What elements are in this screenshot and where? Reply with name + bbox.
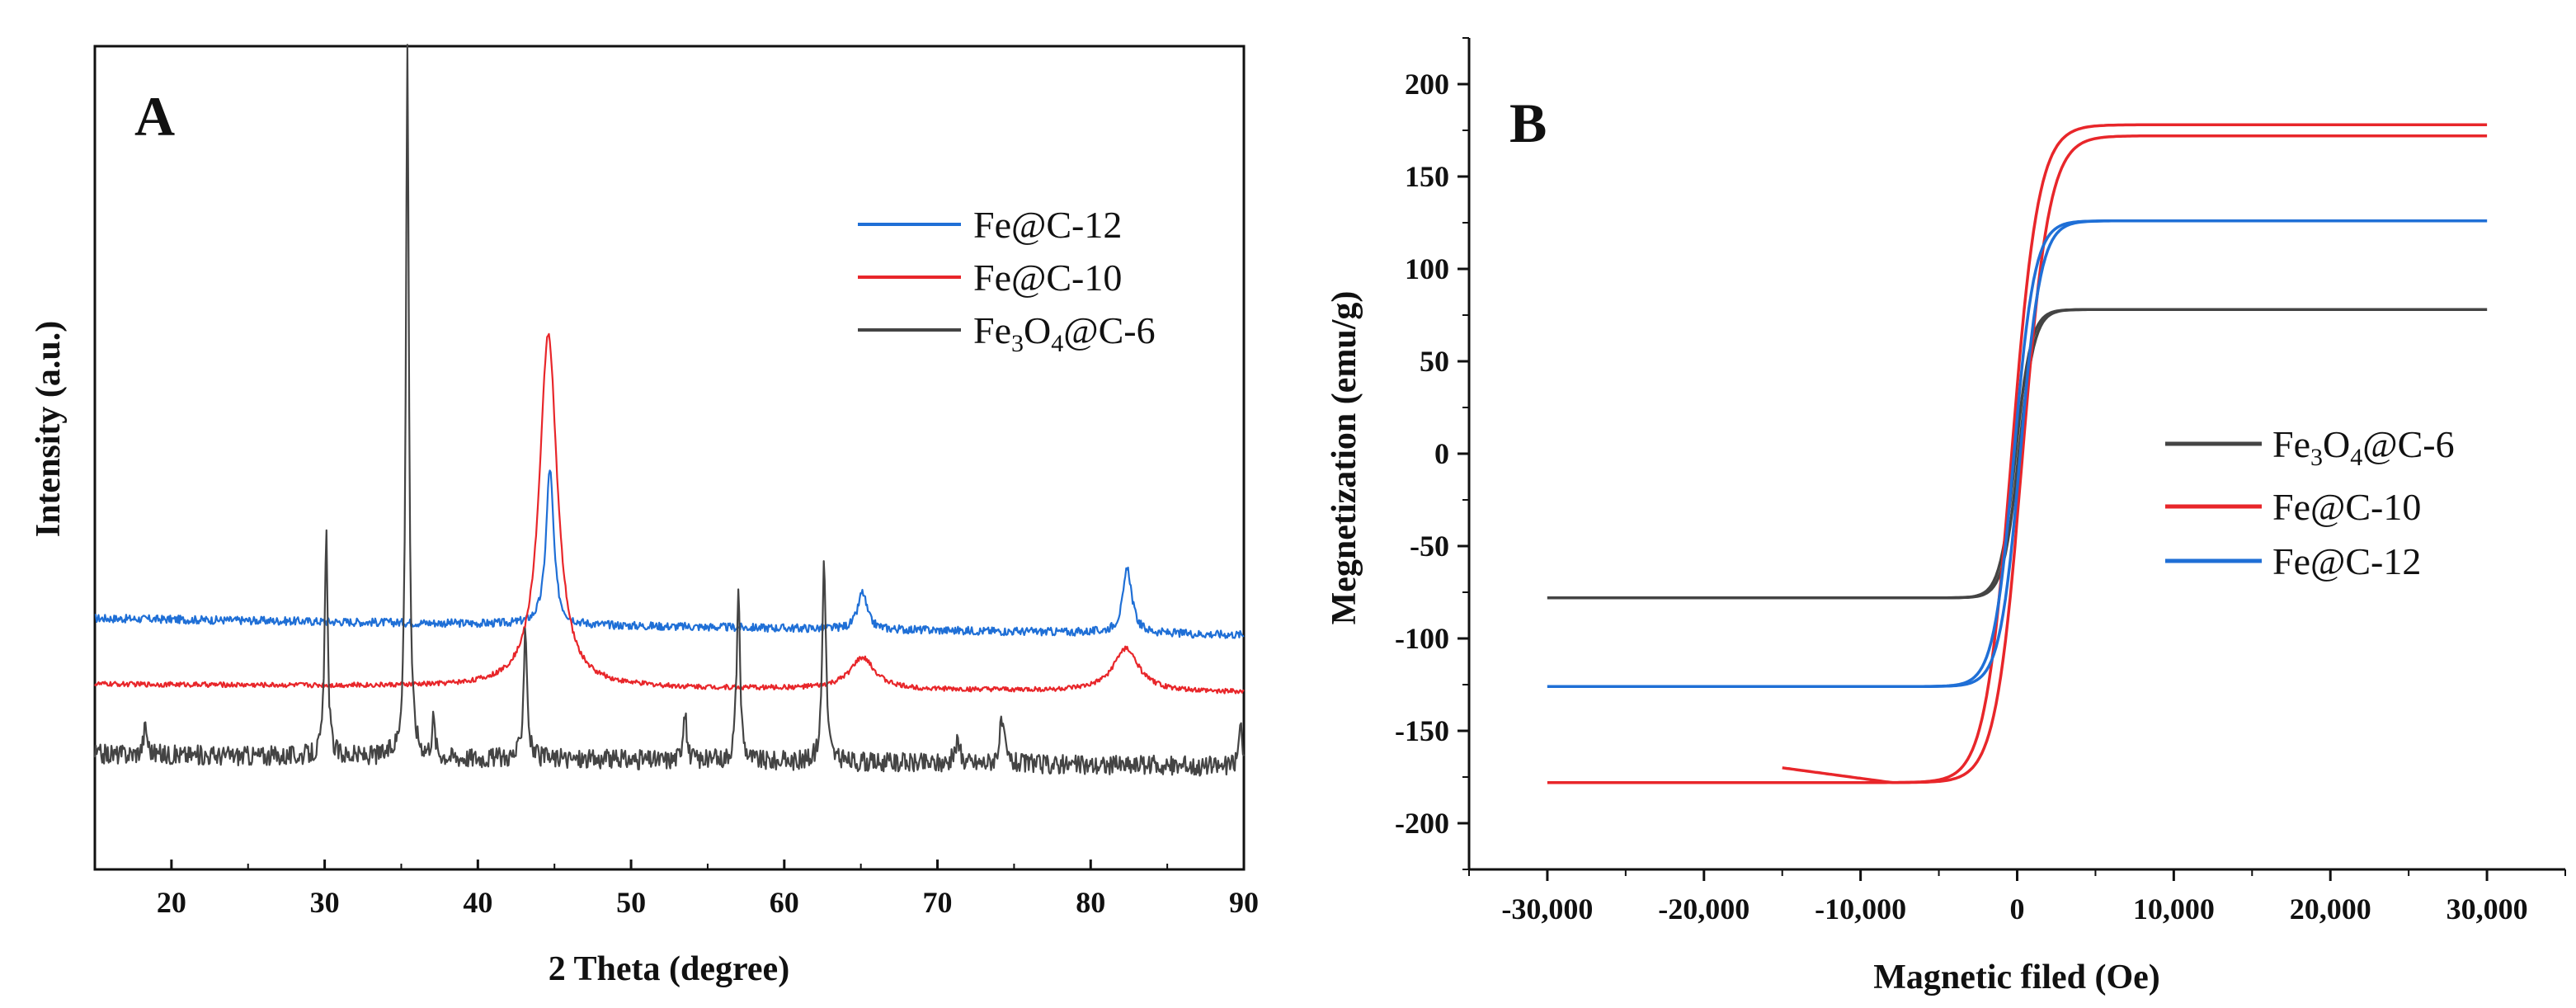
legend-label-b-fe-c-10: Fe@C-10	[2272, 486, 2421, 528]
x-tick-label: 70	[923, 886, 953, 919]
legend-label-fe-c-10: Fe@C-10	[973, 257, 1122, 299]
legend-label-fe3o4-c-6: Fe3O4@C-6	[973, 309, 1156, 357]
panel-b-hysteresis: B -200 -150 -100 -50 0 50 100 150 200 -30,000 -20…	[1326, 37, 2566, 996]
legend-label-fe-c-12: Fe@C-12	[973, 204, 1122, 246]
series-line-fe-c-12-descending	[1547, 219, 2488, 688]
x-tick-label: -20,000	[1658, 893, 1750, 926]
panel-a-series-group	[93, 44, 1245, 777]
y-tick-label: -50	[1410, 530, 1449, 563]
x-tick-label: 30,000	[2446, 893, 2528, 926]
x-tick-label: -10,000	[1815, 893, 1906, 926]
y-tick-label: -150	[1395, 714, 1449, 747]
series-line-fe3o4-c-6-descending	[1547, 308, 2488, 600]
panel-b-series-group	[1547, 123, 2488, 784]
panel-a-letter: A	[134, 85, 175, 148]
panel-a-x-axis-title: 2 Theta (degree)	[549, 950, 789, 988]
panel-a-xrd: A 20 30 40 50 60 70 80 90 2 Theta (degree) Inte…	[30, 44, 1259, 988]
x-tick-label: 40	[463, 886, 492, 919]
y-tick-label: 200	[1405, 68, 1449, 101]
y-tick-label: -200	[1395, 807, 1449, 840]
panel-a-y-axis-title: Intensity (a.u.)	[30, 321, 68, 538]
y-tick-label: 100	[1405, 252, 1449, 285]
panel-b-letter: B	[1509, 92, 1547, 154]
series-line-fe-c-10-descending	[1547, 123, 2488, 784]
x-tick-label: 20	[157, 886, 186, 919]
x-tick-label: 0	[2010, 893, 2025, 926]
panel-b-legend: Fe3O4@C-6 Fe@C-10 Fe@C-12	[2165, 423, 2455, 582]
series-line-fe-c-10	[94, 332, 1245, 695]
x-tick-label: 30	[310, 886, 340, 919]
x-tick-label: 10,000	[2133, 893, 2215, 926]
legend-label-b-fe3o4-c-6: Fe3O4@C-6	[2272, 423, 2455, 471]
y-tick-label: 150	[1405, 160, 1449, 193]
panel-b-y-axis-title: Megnetization (emu/g)	[1326, 291, 1363, 625]
series-line-fe3o4-c-6	[93, 44, 1245, 777]
panel-a-legend: Fe@C-12 Fe@C-10 Fe3O4@C-6	[858, 204, 1156, 357]
series-line-fe-c-12	[94, 469, 1245, 639]
x-tick-label: -30,000	[1501, 893, 1593, 926]
panel-b-x-ticks: -30,000 -20,000 -10,000 0 10,000 20,000 30,000	[1468, 869, 2566, 926]
x-tick-label: 60	[770, 886, 799, 919]
x-tick-label: 80	[1076, 886, 1105, 919]
y-tick-label: 50	[1420, 345, 1449, 378]
legend-label-b-fe-c-12: Fe@C-12	[2272, 540, 2421, 582]
panel-a-x-ticks: 20 30 40 50 60 70 80 90	[94, 860, 1259, 919]
panel-b-x-axis-title: Magnetic filed (Oe)	[1873, 959, 2160, 996]
y-tick-label: -100	[1395, 622, 1449, 655]
x-tick-label: 20,000	[2290, 893, 2371, 926]
x-tick-label: 50	[616, 886, 646, 919]
x-tick-label: 90	[1229, 886, 1259, 919]
panel-a-plot-frame	[93, 45, 1246, 871]
y-tick-label: 0	[1434, 437, 1449, 470]
panel-b-y-ticks: -200 -150 -100 -50 0 50 100 150 200	[1395, 37, 1469, 870]
